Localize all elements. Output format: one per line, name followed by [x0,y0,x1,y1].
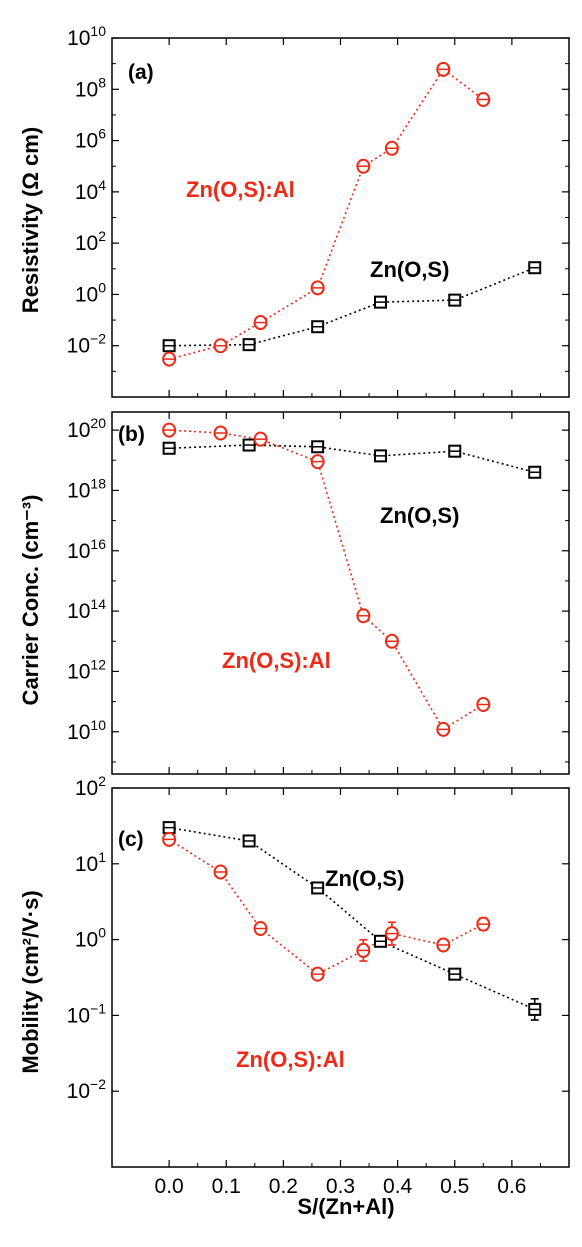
x-tick-label: 0.3 [326,1175,355,1198]
y-tick-base: 10 [67,1080,90,1103]
y-tick-label: 101 [75,849,106,876]
y-tick-label: 102 [75,228,106,255]
y-tick-exponent: 8 [98,74,106,90]
y-tick-label: 10−1 [67,1000,107,1027]
series-line [168,68,484,360]
y-tick-exponent: 10 [90,717,106,733]
panel-a-label: (a) [128,61,154,84]
y-tick-base: 10 [67,27,90,50]
panel-b-label: (b) [118,423,145,446]
panel-b-y-axis-title-text: Carrier Conc. (cm⁻³) [18,495,43,706]
y-tick-base: 10 [75,181,98,204]
series-line [169,444,535,474]
x-tick-label: 0.2 [269,1175,298,1198]
y-tick-base: 10 [67,479,90,502]
panel-c-zno-s-label: Zn(O,S) [325,866,404,891]
y-tick-exponent: −1 [90,1000,106,1016]
y-tick-label: 102 [75,773,106,800]
x-tick-label: 0.6 [497,1175,526,1198]
y-tick-exponent: 18 [90,475,106,491]
panel-b-zno-s-al-label: Zn(O,S):Al [222,648,331,673]
y-tick-exponent: 2 [98,773,106,789]
y-tick-exponent: 2 [98,228,106,244]
y-tick-label: 106 [75,126,106,153]
panel-b-series-lines [169,429,535,731]
x-tick-label: 0.4 [383,1175,413,1198]
y-tick-label: 1020 [67,415,106,442]
y-tick-label: 1018 [67,475,106,502]
panel-a-zno-s-label: Zn(O,S) [370,257,449,282]
y-tick-base: 10 [75,78,98,101]
y-tick-base: 10 [75,232,98,255]
panel-c-y-axis-title-text: Mobility (cm²/V·s) [18,890,43,1073]
panel-a-series-lines [168,68,536,360]
y-tick-exponent: 20 [90,415,106,431]
y-tick-exponent: 1 [98,849,106,865]
y-tick-base: 10 [67,540,90,563]
panel-c-label: (c) [118,828,144,851]
y-tick-label: 1014 [67,596,106,623]
y-tick-label: 10−2 [67,331,107,358]
panel-a-markers [162,61,542,367]
panel-b-zno-s-label: Zn(O,S) [380,503,459,528]
y-tick-label: 1016 [67,536,106,563]
y-tick-exponent: 12 [90,656,106,672]
series-line [168,826,536,1011]
y-tick-base: 10 [67,600,90,623]
panel-a-zno-s-al-label: Zn(O,S):Al [186,177,295,202]
y-tick-base: 10 [75,283,98,306]
y-tick-exponent: 0 [98,925,106,941]
y-tick-base: 10 [67,660,90,683]
y-tick-base: 10 [75,777,98,800]
y-tick-exponent: 0 [98,279,106,295]
y-tick-base: 10 [75,929,98,952]
y-tick-base: 10 [75,853,98,876]
x-tick-label: 0.5 [440,1175,469,1198]
y-tick-label: 100 [75,279,106,306]
y-tick-exponent: −2 [90,331,106,347]
panel-a-y-axis-title-text: Resistivity (Ω cm) [18,127,43,313]
x-axis-title: S/(Zn+Al) [297,1194,394,1219]
y-tick-label: 104 [75,177,106,204]
y-tick-base: 10 [67,419,90,442]
x-tick-label: 0.0 [155,1175,184,1198]
y-tick-exponent: −2 [90,1076,106,1092]
y-tick-label: 10−2 [67,1076,107,1103]
series-line [169,266,536,347]
panel-c-y-axis-title: Mobility (cm²/V·s) [18,890,43,1073]
series-line [168,838,484,976]
x-axis-tick-labels: 0.0 0.1 0.2 0.3 0.4 0.5 0.6 [155,1175,527,1198]
panel-c-zno-s-al-label: Zn(O,S):Al [236,1047,345,1072]
panel-b-y-axis-title: Carrier Conc. (cm⁻³) [18,495,43,706]
y-tick-label: 1010 [67,23,106,50]
y-tick-base: 10 [67,1004,90,1027]
panel-a-y-axis-title: Resistivity (Ω cm) [18,127,43,313]
panel-c-series-lines [168,826,536,1011]
y-tick-base: 10 [67,721,90,744]
y-tick-exponent: 4 [98,177,106,193]
y-tick-label: 108 [75,74,106,101]
y-tick-exponent: 6 [98,126,106,142]
y-tick-exponent: 16 [90,536,106,552]
y-tick-base: 10 [75,130,98,153]
panel-c-markers [162,821,542,1021]
y-tick-label: 1012 [67,656,106,683]
y-tick-base: 10 [67,335,90,358]
panel-b-markers [162,422,542,737]
y-tick-exponent: 10 [90,23,106,39]
y-tick-exponent: 14 [90,596,106,612]
x-tick-label: 0.1 [212,1175,241,1198]
y-tick-label: 100 [75,925,106,952]
y-tick-label: 1010 [67,717,106,744]
